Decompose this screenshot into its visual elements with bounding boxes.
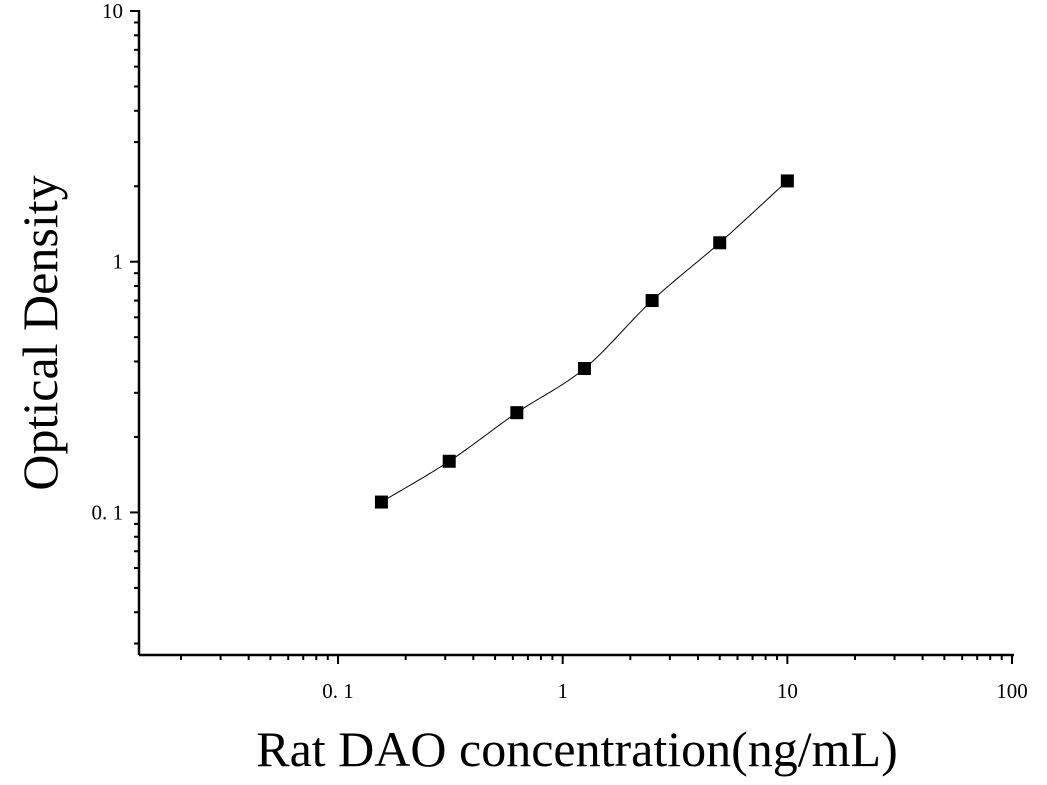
fit-curve [381, 180, 788, 503]
data-point [780, 174, 794, 188]
data-point [442, 454, 456, 468]
x-tick-label: 1 [557, 679, 568, 703]
axis-ticks [130, 10, 1013, 664]
data-points [374, 174, 794, 509]
data-point [374, 495, 388, 509]
data-point [645, 294, 659, 308]
tick-labels: 0. 1 1 10 100 0. 1 1 10 [92, 0, 1028, 703]
x-tick-label: 10 [777, 679, 798, 703]
x-tick-label: 100 [996, 679, 1028, 703]
data-point [713, 236, 727, 250]
x-axis-title: Rat DAO concentration(ng/mL) [256, 721, 897, 777]
data-point [577, 362, 591, 376]
y-tick-label: 1 [113, 250, 124, 274]
data-point [510, 406, 524, 420]
y-axis-title: Optical Density [12, 175, 68, 490]
y-tick-label: 10 [102, 0, 123, 23]
y-tick-label: 0. 1 [92, 500, 124, 524]
x-tick-label: 0. 1 [322, 679, 354, 703]
